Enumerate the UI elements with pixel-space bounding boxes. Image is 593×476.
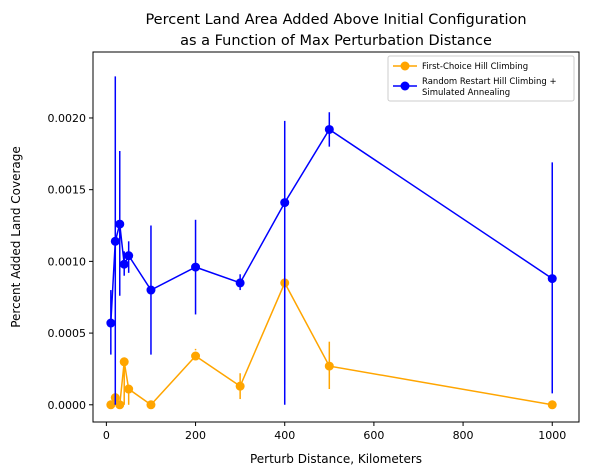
series-0 — [106, 278, 557, 410]
x-tick-label: 0 — [103, 429, 110, 442]
y-tick-label: 0.0015 — [48, 184, 87, 197]
legend-marker-first-choice — [400, 61, 410, 71]
data-point — [119, 357, 129, 367]
y-axis-label: Percent Added Land Coverage — [9, 146, 23, 328]
chart-title-line-1: Percent Land Area Added Above Initial Co… — [145, 12, 526, 28]
y-tick-label: 0.0000 — [48, 399, 87, 412]
series-line — [110, 281, 553, 408]
data-point — [106, 400, 116, 410]
data-point — [124, 251, 134, 261]
data-point — [547, 274, 557, 284]
data-point — [191, 262, 201, 272]
data-point — [119, 259, 129, 269]
plot-area — [106, 76, 557, 410]
data-point — [235, 381, 245, 391]
x-axis: 0 200 400 600 800 1000 — [103, 422, 566, 442]
data-point — [324, 124, 334, 134]
legend-label-random-restart-line-1: Random Restart Hill Climbing + — [422, 77, 557, 87]
y-tick-label: 0.0005 — [48, 327, 87, 340]
y-tick-label: 0.0010 — [48, 255, 87, 268]
x-tick-label: 200 — [185, 429, 206, 442]
x-tick-label: 800 — [453, 429, 474, 442]
y-axis: 0.0000 0.0005 0.0010 0.0015 0.0020 — [48, 112, 93, 412]
data-point — [146, 285, 156, 295]
axes-frame — [92, 51, 580, 423]
data-point — [547, 400, 557, 410]
data-point — [146, 400, 156, 410]
data-point — [280, 198, 290, 208]
legend-marker-random-restart — [400, 81, 410, 91]
data-point — [110, 236, 120, 246]
x-tick-label: 400 — [274, 429, 295, 442]
data-point — [115, 219, 125, 229]
data-point — [115, 400, 125, 410]
chart-title-line-2: as a Function of Max Perturbation Distan… — [180, 33, 492, 49]
data-point — [324, 361, 334, 371]
data-point — [191, 351, 201, 361]
x-tick-label: 1000 — [538, 429, 566, 442]
series-1 — [106, 76, 557, 405]
data-point — [124, 384, 134, 394]
x-axis-label: Perturb Distance, Kilometers — [250, 452, 422, 466]
series-line — [110, 128, 553, 324]
legend: First-Choice Hill Climbing Random Restar… — [387, 55, 575, 102]
legend-label-first-choice: First-Choice Hill Climbing — [422, 62, 528, 72]
data-point — [235, 278, 245, 288]
x-tick-label: 600 — [363, 429, 384, 442]
y-tick-label: 0.0020 — [48, 112, 87, 125]
legend-box — [387, 55, 575, 102]
legend-label-random-restart-line-2: Simulated Annealing — [422, 88, 510, 98]
data-point — [106, 318, 116, 328]
